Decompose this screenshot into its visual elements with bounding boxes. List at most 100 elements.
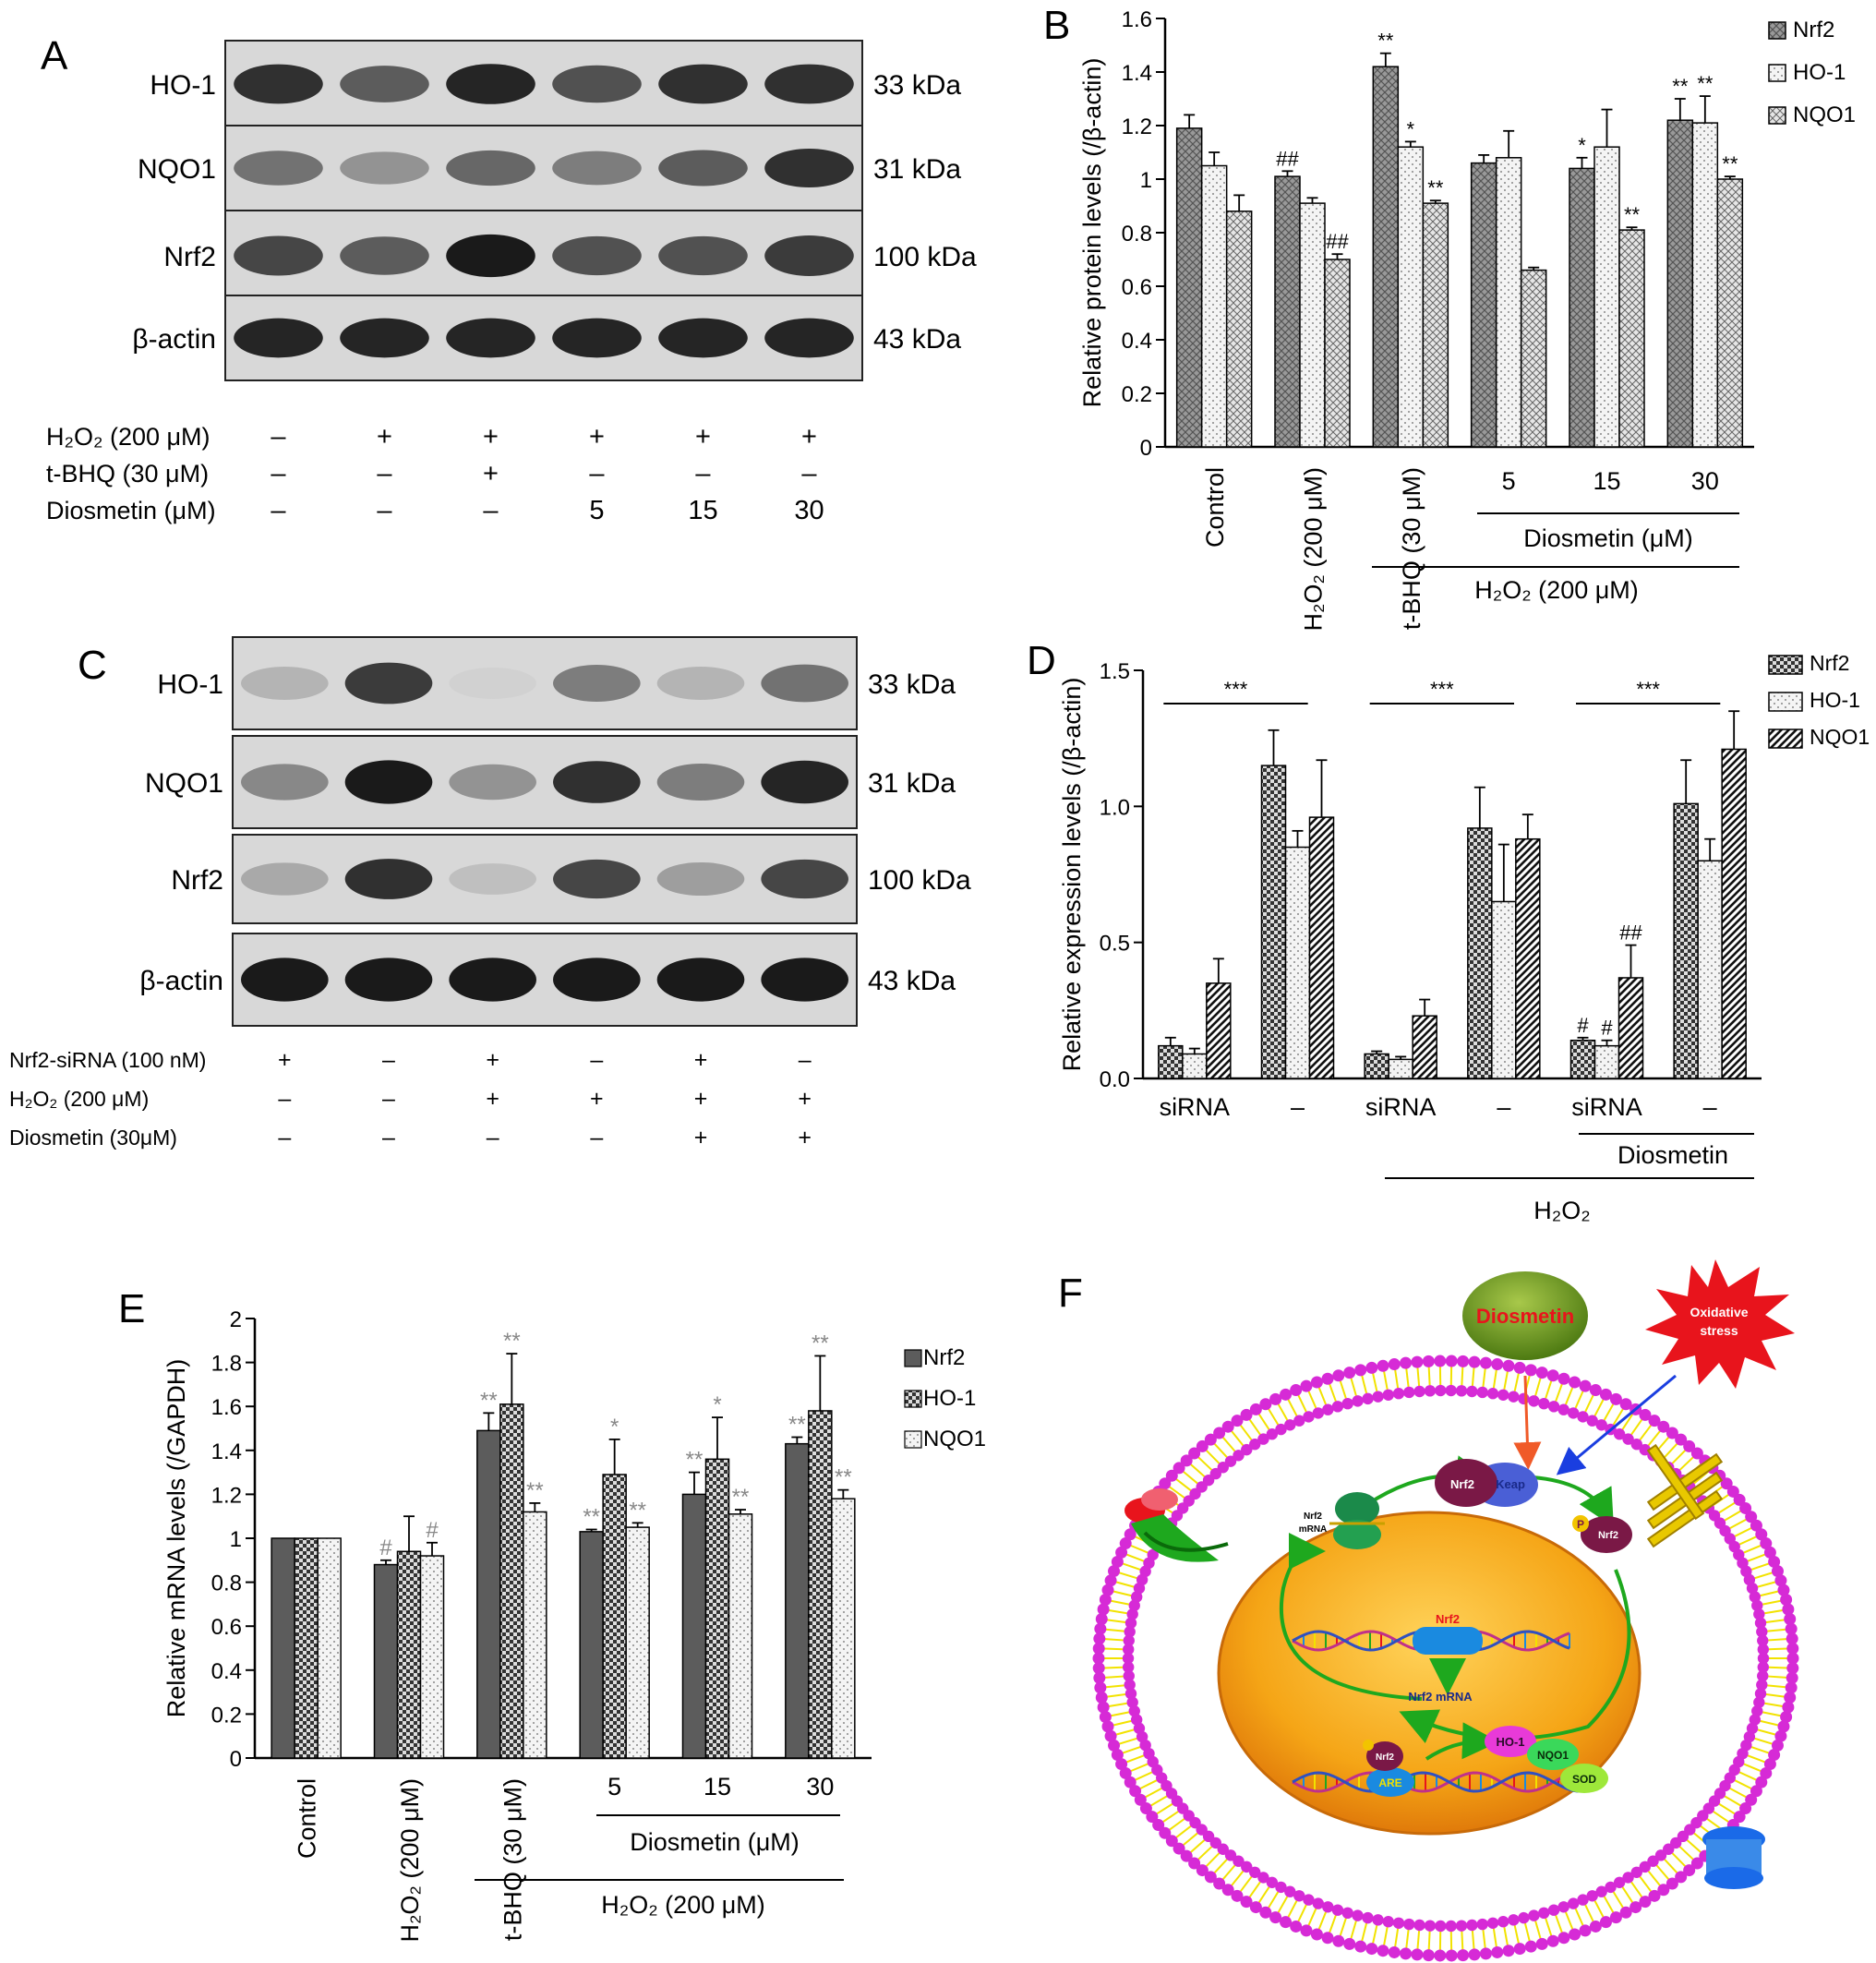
receptor-left	[1124, 1488, 1229, 1562]
x-tick-label: –	[1497, 1093, 1510, 1121]
significance-mark: #	[426, 1518, 439, 1543]
protein-band	[340, 66, 429, 102]
bar	[1618, 229, 1645, 448]
protein-band	[344, 859, 433, 899]
protein-band	[340, 151, 429, 185]
significance-mark: *	[713, 1392, 721, 1417]
blot-strip	[224, 40, 863, 128]
blot-kda: 43 kDa	[868, 966, 956, 996]
y-tick-label: 0	[1140, 436, 1152, 461]
treatment-mark: –	[382, 1125, 395, 1150]
cell-membrane	[1092, 1355, 1799, 1962]
y-axis-label: Relative protein levels (/β-actin)	[1078, 58, 1106, 408]
y-tick-label: 0.5	[1100, 932, 1130, 957]
bar	[396, 1550, 422, 1759]
x-tick-label: –	[1703, 1093, 1717, 1121]
blot-strip	[232, 834, 858, 924]
bar	[785, 1442, 810, 1759]
bar-chart-b: 0 0.2 0.4 0.6 0.8 1 1.2 1.4 1.6 Relative protein …	[1078, 7, 1856, 632]
bar	[1491, 900, 1517, 1079]
treatment-mark: –	[278, 1086, 291, 1112]
protein-band	[764, 235, 854, 276]
nrf2-nuclear	[1366, 1741, 1403, 1771]
legend-label: Nrf2	[1810, 651, 1849, 675]
treatment-mark: 5	[589, 496, 604, 525]
treatment-mark: –	[271, 459, 286, 488]
y-tick-label: 1.5	[1100, 659, 1130, 684]
bar	[373, 1563, 399, 1759]
panel-c-letter: C	[78, 643, 107, 688]
treatment-mark: +	[694, 1047, 708, 1073]
treatment-mark: –	[589, 459, 605, 488]
treatment-mark: –	[271, 422, 286, 452]
y-tick-label: 0.6	[211, 1615, 242, 1640]
protein-band	[449, 668, 536, 699]
y-tick-label: 1.2	[211, 1483, 242, 1508]
legend-swatch	[1768, 729, 1803, 749]
treatment-mark: –	[377, 459, 392, 488]
dna-upper	[1292, 1630, 1570, 1652]
protein-band	[761, 957, 848, 1002]
nrf2-phospho-label: Nrf2	[1598, 1530, 1618, 1541]
legend-label: NQO1	[1810, 725, 1870, 749]
cycle-arrow-top	[1365, 1455, 1492, 1507]
phospho-dot	[1572, 1515, 1589, 1532]
ho1-gene	[1485, 1726, 1536, 1757]
bar	[1569, 167, 1595, 448]
mrna-label-bottom: mRNA	[1299, 1524, 1328, 1535]
treatment-mark: +	[486, 1047, 499, 1073]
significance-mark: *	[610, 1415, 619, 1439]
legend-label: NQO1	[1793, 102, 1856, 127]
ribosome-bottom	[1333, 1520, 1381, 1549]
bar	[1515, 837, 1541, 1079]
protein-band	[658, 64, 748, 104]
protein-band	[761, 859, 848, 899]
treatment-mark: +	[798, 1086, 812, 1112]
blot-strip	[232, 636, 858, 730]
bar	[1666, 119, 1694, 448]
bar	[808, 1410, 833, 1759]
treatment-mark: –	[487, 1125, 499, 1150]
significance-mark: *	[1578, 134, 1586, 157]
group-label-diosmetin: Diosmetin	[1617, 1141, 1728, 1169]
significance-mark: **	[835, 1465, 852, 1490]
y-tick-label: 0.2	[211, 1703, 242, 1728]
y-tick-label: 1.4	[211, 1439, 242, 1464]
blot-strip	[224, 125, 863, 211]
x-tick-label: H₂O₂ (200 μM)	[1300, 467, 1328, 632]
bar	[1274, 175, 1301, 448]
bar-chart-e: 0 0.2 0.4 0.6 0.8 1 1.2 1.4 1.6 1.8 2 Relative mRNA…	[162, 1307, 986, 1943]
treatment-mark: +	[377, 422, 392, 452]
protein-band	[344, 662, 433, 705]
bar	[271, 1537, 295, 1759]
legend-swatch	[1768, 64, 1786, 82]
nqo1-label: NQO1	[1537, 1749, 1569, 1762]
bar	[1673, 802, 1699, 1079]
significance-mark: **	[1722, 152, 1738, 175]
protein-band	[658, 318, 748, 358]
treatment-mark: –	[382, 1086, 395, 1112]
protein-band	[449, 764, 536, 801]
bar	[1697, 860, 1723, 1079]
bar	[1397, 146, 1425, 448]
bar	[1206, 982, 1232, 1079]
legend-label: Nrf2	[923, 1345, 965, 1370]
bar	[681, 1493, 707, 1759]
protein-band	[553, 665, 641, 702]
western-blot-c: HO-1 33 kDa NQO1 31 kDa Nrf2 100 kDa β-actin 43…	[139, 636, 971, 1027]
significance-mark: ##	[1276, 147, 1299, 170]
nrf2-gene-box	[1413, 1627, 1483, 1655]
significance-mark: **	[1377, 30, 1394, 53]
legend-label: Nrf2	[1793, 18, 1834, 42]
legend-swatch	[904, 1430, 922, 1449]
legend-swatch	[904, 1349, 922, 1367]
treatment-mark: +	[801, 422, 817, 452]
x-tick-label: siRNA	[1365, 1093, 1437, 1121]
treatment-mark: –	[801, 459, 817, 488]
protein-band	[340, 318, 429, 358]
treatment-mark: +	[483, 459, 499, 488]
blot-label: β-actin	[132, 324, 216, 355]
protein-band	[552, 65, 642, 103]
protein-band	[241, 862, 329, 896]
